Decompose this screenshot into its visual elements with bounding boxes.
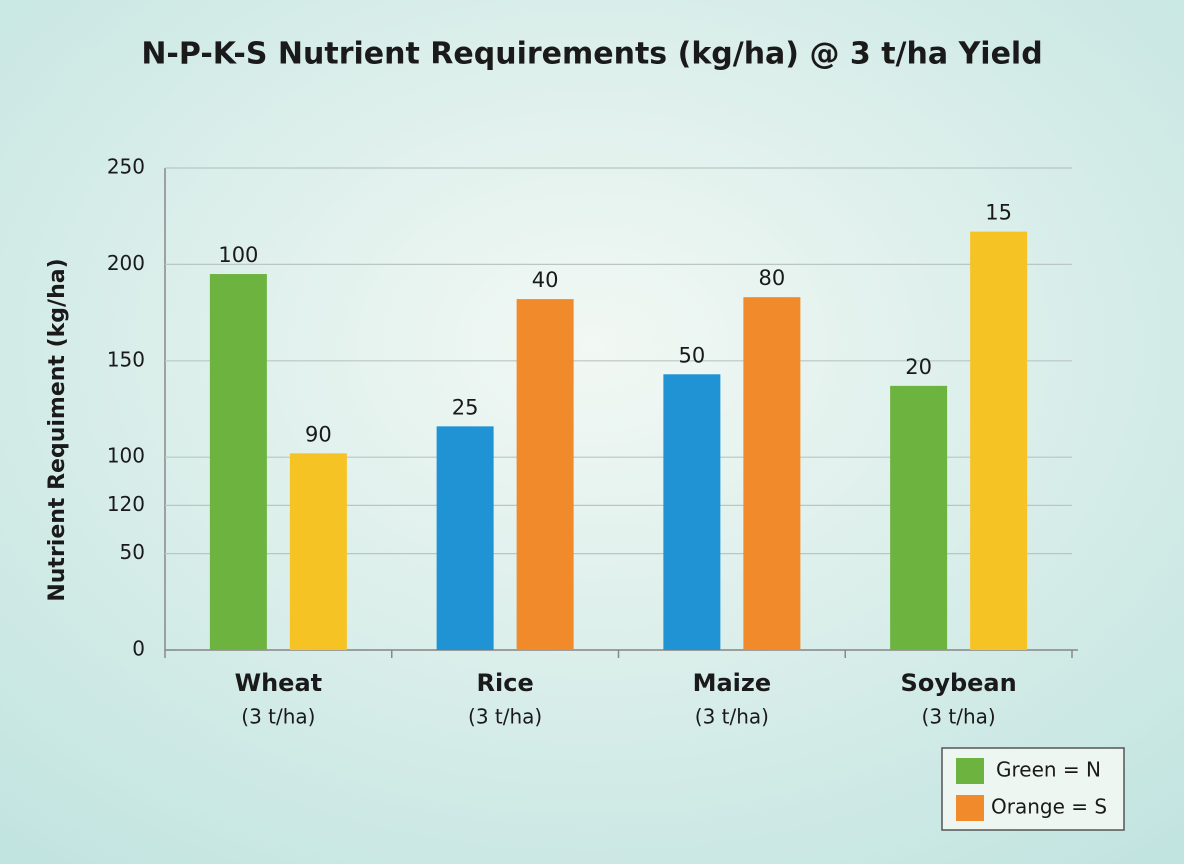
y-tick-label: 150 bbox=[107, 347, 145, 371]
bar bbox=[970, 231, 1028, 650]
x-tick-label: Soybean bbox=[901, 669, 1017, 697]
x-tick-sublabel: (3 t/ha) bbox=[468, 705, 542, 729]
bar bbox=[663, 374, 721, 650]
y-axis-label: Nutrient Requiment (kg/ha) bbox=[45, 258, 70, 601]
legend-label: Green = N bbox=[996, 758, 1101, 782]
chart-title: N-P-K-S Nutrient Requirements (kg/ha) @ … bbox=[141, 37, 1042, 72]
x-tick-sublabel: (3 t/ha) bbox=[922, 705, 996, 729]
x-tick-sublabel: (3 t/ha) bbox=[695, 705, 769, 729]
x-tick-sublabel: (3 t/ha) bbox=[241, 705, 315, 729]
bar-annotation: 100 bbox=[218, 243, 258, 267]
y-tick-label: 100 bbox=[107, 444, 145, 468]
bar-annotation: 90 bbox=[305, 422, 332, 446]
bar-annotation: 50 bbox=[679, 343, 706, 367]
bar bbox=[743, 297, 801, 650]
bar-annotation: 80 bbox=[759, 266, 786, 290]
y-tick-label: 250 bbox=[107, 155, 145, 179]
bar bbox=[516, 299, 574, 650]
y-tick-label: 200 bbox=[107, 251, 145, 275]
y-tick-label: 120 bbox=[107, 492, 145, 516]
legend-swatch bbox=[956, 758, 984, 784]
bar bbox=[289, 453, 347, 650]
bar-annotation: 20 bbox=[905, 355, 932, 379]
bar bbox=[436, 426, 494, 650]
bar bbox=[890, 385, 948, 650]
y-tick-label: 50 bbox=[120, 540, 145, 564]
x-tick-label: Wheat bbox=[235, 669, 323, 697]
legend-swatch bbox=[956, 795, 984, 821]
legend-label: Orange = S bbox=[991, 795, 1107, 819]
x-tick-label: Maize bbox=[693, 669, 772, 697]
bar-annotation: 40 bbox=[532, 268, 559, 292]
x-tick-label: Rice bbox=[477, 669, 534, 697]
bar-annotation: 25 bbox=[452, 395, 479, 419]
bar-annotation: 15 bbox=[985, 201, 1012, 225]
y-tick-label: 0 bbox=[132, 637, 145, 661]
bar bbox=[209, 274, 267, 650]
